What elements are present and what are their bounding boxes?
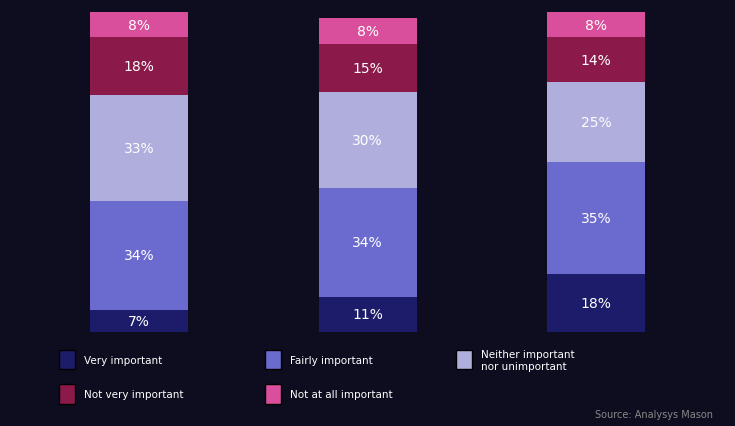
Text: 11%: 11% bbox=[352, 308, 383, 322]
Text: Source: Analysys Mason: Source: Analysys Mason bbox=[595, 409, 713, 420]
Text: 33%: 33% bbox=[123, 141, 154, 155]
Bar bbox=[90, 13, 188, 38]
Text: 8%: 8% bbox=[356, 25, 379, 39]
Text: 15%: 15% bbox=[352, 62, 383, 76]
Text: Not very important: Not very important bbox=[84, 389, 183, 399]
Text: 30%: 30% bbox=[352, 134, 383, 147]
Text: Fairly important: Fairly important bbox=[290, 355, 373, 365]
Text: 34%: 34% bbox=[123, 249, 154, 262]
Bar bbox=[547, 275, 645, 332]
Text: 8%: 8% bbox=[128, 19, 150, 32]
Text: 18%: 18% bbox=[581, 296, 612, 311]
Bar bbox=[547, 13, 645, 38]
Text: Not at all important: Not at all important bbox=[290, 389, 392, 399]
Bar bbox=[547, 83, 645, 163]
Text: Very important: Very important bbox=[84, 355, 162, 365]
Bar bbox=[90, 96, 188, 201]
Text: 35%: 35% bbox=[581, 212, 612, 226]
Bar bbox=[90, 201, 188, 310]
Bar bbox=[90, 38, 188, 96]
Bar bbox=[318, 45, 417, 93]
Text: 14%: 14% bbox=[581, 54, 612, 68]
Bar bbox=[547, 38, 645, 83]
Bar bbox=[318, 93, 417, 188]
Text: Neither important
nor unimportant: Neither important nor unimportant bbox=[481, 349, 574, 371]
Text: 25%: 25% bbox=[581, 116, 612, 130]
Bar bbox=[318, 188, 417, 297]
Bar bbox=[318, 19, 417, 45]
Text: 34%: 34% bbox=[352, 236, 383, 250]
Bar bbox=[547, 163, 645, 275]
Text: 18%: 18% bbox=[123, 60, 154, 74]
Bar bbox=[90, 310, 188, 332]
Text: 8%: 8% bbox=[585, 19, 607, 32]
Bar bbox=[318, 297, 417, 332]
Text: 7%: 7% bbox=[128, 314, 150, 328]
